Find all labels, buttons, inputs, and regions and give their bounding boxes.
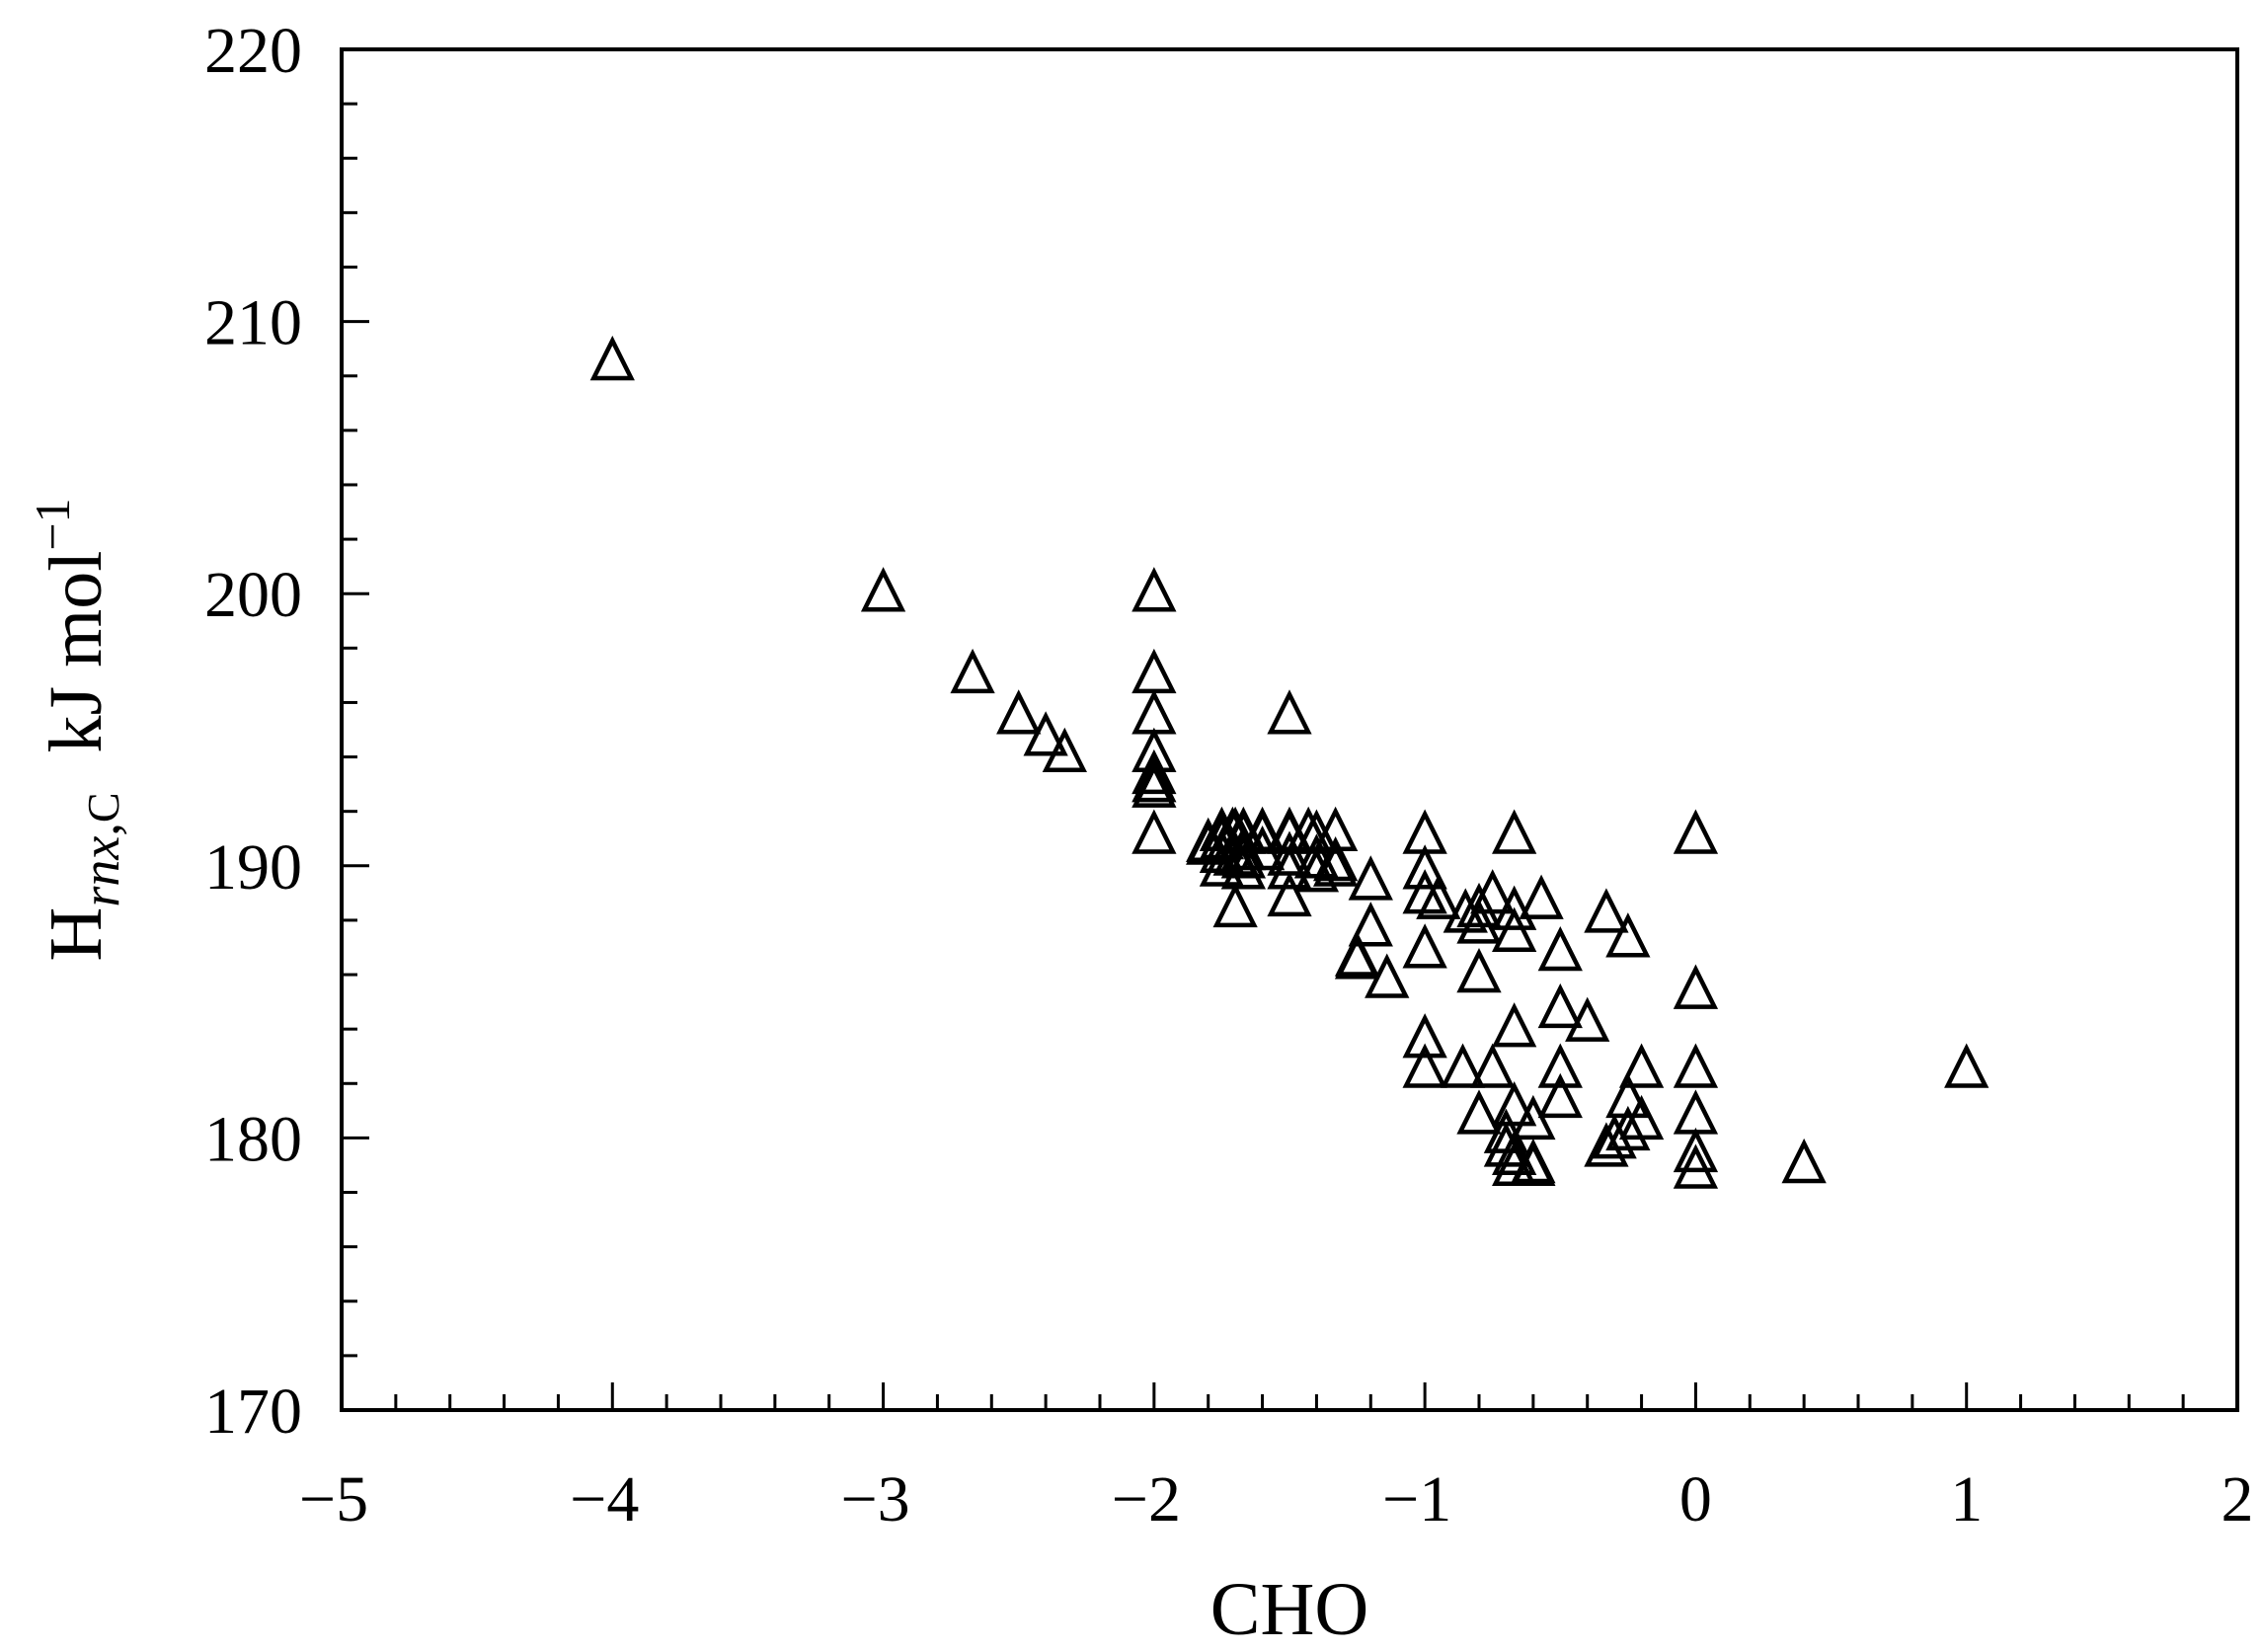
y-tick-label: 200 — [204, 559, 302, 631]
y-axis-title-unit-exponent: −1 — [25, 498, 80, 550]
x-tick-label: −2 — [1112, 1463, 1181, 1535]
x-tick-label: −3 — [840, 1463, 909, 1535]
x-tick-label: −4 — [570, 1463, 639, 1535]
x-tick-label: −1 — [1382, 1463, 1451, 1535]
data-point — [1042, 727, 1087, 773]
data-point — [1470, 1043, 1516, 1088]
data-point — [1456, 1089, 1502, 1135]
data-point — [1537, 925, 1583, 972]
data-point — [1267, 689, 1312, 735]
x-tick-label: 1 — [1950, 1463, 1983, 1535]
data-point — [1267, 844, 1312, 890]
data-point — [1944, 1043, 1989, 1088]
y-tick-label: 180 — [204, 1103, 302, 1175]
data-point — [860, 567, 906, 612]
data-point — [1456, 882, 1502, 928]
data-point — [1402, 869, 1447, 914]
y-axis-title-unit: kJ mol — [35, 551, 117, 753]
data-point — [1492, 1130, 1537, 1175]
data-point — [1220, 833, 1267, 879]
data-point — [1334, 934, 1380, 980]
data-point — [1456, 899, 1502, 944]
data-point — [1584, 888, 1629, 933]
data-point — [1220, 844, 1267, 890]
data-point — [1131, 757, 1177, 803]
data-point — [1492, 1081, 1537, 1127]
data-point — [1673, 1143, 1719, 1189]
y-axis-title-main: H — [35, 907, 117, 962]
data-point — [1131, 809, 1177, 854]
x-tick-labels: −5 −4 −3 −2 −1 0 1 2 — [299, 1463, 2254, 1535]
y-tick-label: 220 — [204, 15, 302, 87]
data-point — [1131, 648, 1177, 694]
data-point — [1673, 964, 1719, 1009]
data-point — [1402, 844, 1447, 890]
data-point — [1673, 1043, 1719, 1088]
y-tick-labels: 170 180 190 200 210 220 — [204, 15, 302, 1448]
data-point — [1470, 869, 1516, 914]
data-point — [1365, 953, 1410, 998]
x-tick-label: −5 — [299, 1463, 368, 1535]
x-axis-title: CHO — [1210, 1568, 1368, 1651]
data-point — [1492, 809, 1537, 854]
data-point — [1131, 689, 1177, 735]
data-point — [1348, 855, 1393, 901]
data-point — [1440, 1043, 1486, 1088]
data-point — [1267, 871, 1312, 917]
data-point — [1312, 836, 1359, 882]
y-axis-title-subscript-sep: , — [71, 823, 130, 836]
data-point — [950, 648, 995, 694]
data-point — [589, 335, 635, 381]
data-point — [1511, 1141, 1556, 1186]
data-point — [996, 689, 1042, 735]
y-axis-title-subscript: rnx — [71, 836, 130, 907]
data-point — [1286, 806, 1331, 851]
data-point — [1348, 902, 1393, 947]
y-tick-label: 170 — [204, 1376, 302, 1448]
data-point — [1673, 1127, 1719, 1173]
data-point — [1212, 882, 1258, 928]
y-tick-label: 210 — [204, 287, 302, 359]
data-point — [1131, 567, 1177, 612]
y-tick-label: 190 — [204, 831, 302, 904]
x-tick-label: 2 — [2222, 1463, 2254, 1535]
data-point — [1511, 1094, 1556, 1141]
data-point — [1565, 996, 1610, 1042]
data-point — [1584, 1122, 1629, 1167]
data-point — [1492, 1002, 1537, 1048]
data-point — [1492, 906, 1537, 952]
data-point — [1456, 948, 1502, 993]
data-point — [1131, 748, 1177, 795]
data-point — [1131, 762, 1177, 808]
data-point — [1023, 711, 1068, 756]
data-point — [1605, 1105, 1651, 1151]
data-point — [1416, 874, 1461, 919]
data-point — [1592, 1114, 1637, 1159]
data-point — [1673, 809, 1719, 854]
data-point — [1492, 885, 1537, 930]
data-point — [1537, 1043, 1583, 1088]
data-point — [1605, 912, 1651, 958]
data-point — [1402, 1013, 1447, 1059]
y-axis-title-subscript-c: C — [78, 792, 128, 823]
data-point — [1519, 874, 1564, 919]
data-point — [1293, 847, 1340, 893]
data-point — [1239, 825, 1286, 871]
data-point — [1537, 983, 1583, 1029]
data-point — [1618, 1043, 1665, 1088]
data-markers — [589, 335, 1989, 1189]
data-point — [1239, 809, 1286, 854]
axis-ticks — [340, 47, 2239, 1412]
data-point — [1402, 923, 1447, 969]
data-point — [1673, 1089, 1719, 1135]
plot-area-frame — [340, 47, 2239, 1412]
data-point — [1402, 1043, 1447, 1088]
data-point — [1537, 1072, 1583, 1119]
data-point — [1312, 841, 1359, 887]
y-axis-title: Hrnx,CkJ mol−1 — [25, 498, 130, 961]
data-point — [1781, 1138, 1827, 1184]
x-tick-label: 0 — [1679, 1463, 1712, 1535]
